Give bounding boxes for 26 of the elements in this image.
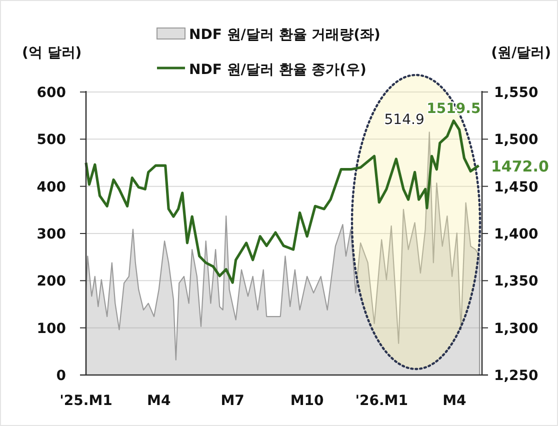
- data-label: 1472.0: [491, 158, 549, 176]
- x-tick-label: '26.M1: [355, 393, 408, 409]
- y-tick-label: 600: [36, 85, 66, 101]
- legend-label: NDF 원/달러 환율 거래량(좌): [189, 27, 380, 43]
- x-tick-label: '25.M1: [60, 393, 112, 409]
- y-tick-label: 200: [36, 274, 66, 290]
- y2-tick-label: 1,300: [494, 320, 539, 337]
- y2-tick-label: 1,550: [494, 85, 539, 101]
- y2-axis-title: (원/달러): [491, 45, 551, 61]
- y-tick-label: 0: [56, 368, 66, 384]
- y2-tick-label: 1,500: [494, 132, 539, 148]
- y2-tick-label: 1,250: [494, 368, 539, 384]
- legend-label: NDF 원/달러 환율 종가(우): [189, 62, 366, 78]
- y2-tick-label: 1,350: [494, 274, 539, 290]
- x-tick-label: M4: [147, 393, 171, 409]
- x-tick-label: M7: [220, 393, 244, 409]
- x-tick-label: M4: [442, 393, 467, 409]
- data-label: 514.9: [384, 112, 424, 128]
- y-tick-label: 500: [36, 132, 66, 148]
- y2-tick-label: 1,400: [494, 226, 539, 242]
- y-axis-title: (억 달러): [22, 45, 82, 61]
- y-tick-label: 100: [36, 320, 66, 337]
- y-tick-label: 400: [36, 179, 66, 196]
- y2-tick-label: 1,450: [494, 179, 539, 196]
- y-tick-label: 300: [36, 226, 66, 242]
- x-tick-label: M10: [290, 393, 324, 409]
